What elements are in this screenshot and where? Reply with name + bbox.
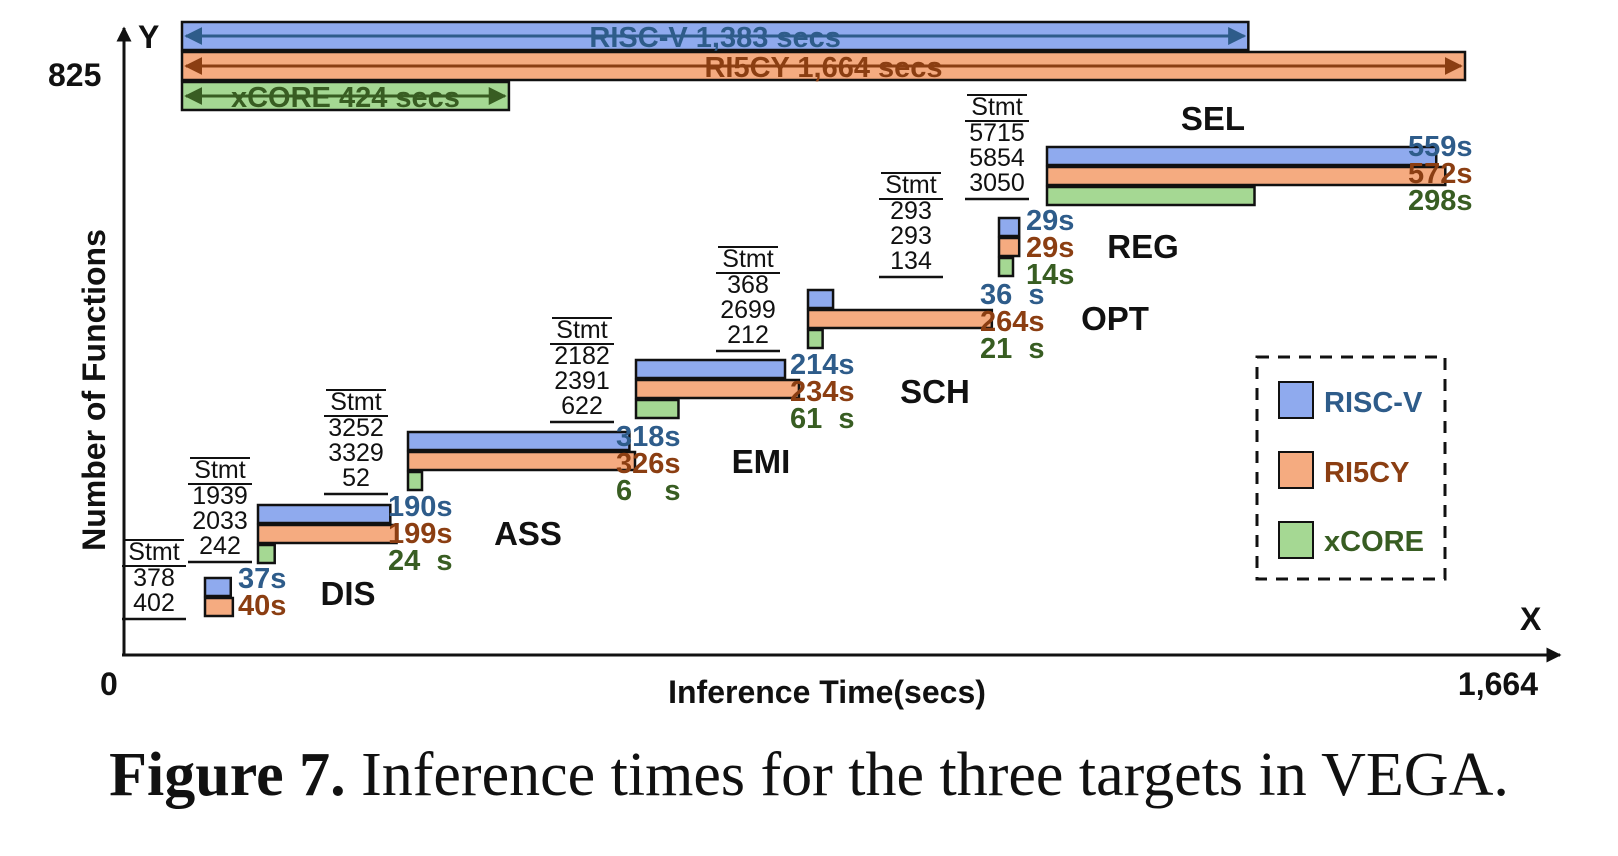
stmt-header-opt: Stmt [885, 171, 936, 199]
caption-text: Inference times for the three targets in… [345, 741, 1509, 809]
time-label-ass-xcore: 6 s [616, 475, 681, 507]
bar-emi-risc-v [634, 358, 787, 380]
stmt-count-reg-2: 3050 [969, 169, 1025, 197]
time-label-reg-risc-v: 559s [1408, 131, 1473, 163]
stmt-count-ass-0: 3252 [328, 414, 384, 442]
time-label-emi-ri5cy: 234s [790, 376, 855, 408]
bar-reg-ri5cy [1045, 165, 1447, 187]
time-label-dis-ri5cy: 199s [388, 518, 453, 550]
stmt-count-sch-2: 212 [727, 321, 769, 349]
stmt-count-ass-1: 3329 [328, 439, 384, 467]
bar-reg-xcore [1045, 185, 1256, 207]
stmt-header-module-0: Stmt [128, 538, 179, 566]
bar-module-0-ri5cy [203, 596, 235, 618]
stmt-count-opt-2: 134 [890, 247, 932, 275]
y-axis-letter: Y [138, 19, 159, 55]
y-tick-top: 825 [48, 57, 101, 93]
bar-emi-xcore [634, 398, 680, 420]
bar-opt-xcore [997, 256, 1015, 278]
stmt-count-reg-0: 5715 [969, 119, 1025, 147]
bar-opt-risc-v [997, 216, 1021, 238]
time-label-emi-xcore: 61 s [790, 403, 855, 435]
bar-reg-risc-v [1045, 145, 1438, 167]
stmt-count-emi-1: 2391 [554, 367, 610, 395]
legend-swatch-ri5cy [1278, 451, 1314, 489]
time-label-opt-risc-v: 29s [1026, 205, 1074, 237]
stmt-header-ass: Stmt [330, 388, 381, 416]
x-tick-end: 1,664 [1458, 666, 1538, 702]
caption-label: Figure 7. [109, 741, 346, 809]
module-name-ass: ASS [494, 515, 562, 552]
y-axis-label: Number of Functions [76, 229, 112, 551]
bar-sch-xcore [806, 328, 824, 350]
x-tick-start: 0 [100, 666, 118, 702]
legend-label-ri5cy: RI5CY [1324, 457, 1409, 489]
legend-label-risc-v: RISC-V [1324, 387, 1423, 419]
stmt-header-sch: Stmt [722, 245, 773, 273]
bar-sch-risc-v [806, 288, 835, 310]
module-name-dis: DIS [320, 575, 375, 612]
stmt-count-opt-0: 293 [890, 197, 932, 225]
stmt-count-dis-1: 2033 [192, 507, 248, 535]
stmt-count-opt-1: 293 [890, 222, 932, 250]
stmt-count-dis-2: 242 [199, 532, 241, 560]
module-name-emi: EMI [732, 443, 791, 480]
total-label-ri5cy: RI5CY 1,664 secs [704, 52, 942, 84]
module-name-sel: SEL [1181, 100, 1245, 137]
time-label-sch-risc-v: 36 s [980, 279, 1045, 311]
stmt-count-emi-2: 622 [561, 392, 603, 420]
stmt-count-sch-0: 368 [727, 271, 769, 299]
bar-dis-risc-v [256, 503, 392, 525]
stmt-count-dis-0: 1939 [192, 482, 248, 510]
x-axis-label: Inference Time(secs) [668, 674, 986, 710]
stmt-count-reg-1: 5854 [969, 144, 1025, 172]
stmt-count-emi-0: 2182 [554, 342, 610, 370]
time-label-reg-ri5cy: 572s [1408, 158, 1473, 190]
legend: RISC-V RI5CY xCORE [1255, 355, 1447, 581]
time-label-opt-ri5cy: 29s [1026, 232, 1074, 264]
bar-ass-ri5cy [406, 450, 637, 472]
bar-emi-ri5cy [634, 378, 801, 400]
stmt-header-dis: Stmt [194, 456, 245, 484]
figure-caption: Figure 7. Inference times for the three … [0, 740, 1618, 811]
module-name-opt: OPT [1081, 300, 1149, 337]
time-label-emi-risc-v: 214s [790, 349, 855, 381]
time-label-module-0-risc-v: 37s [238, 563, 286, 595]
bar-dis-ri5cy [256, 523, 398, 545]
bar-dis-xcore [256, 543, 276, 565]
module-name-reg: REG [1107, 228, 1179, 265]
total-label-risc-v: RISC-V 1,383 secs [589, 22, 840, 54]
inference-time-chart: Y X 825 0 1,664 Inference Time(secs) Num… [48, 19, 1562, 710]
bar-opt-ri5cy [997, 236, 1021, 258]
time-label-dis-xcore: 24 s [388, 545, 453, 577]
x-axis-letter: X [1520, 601, 1542, 637]
legend-swatch-xcore [1278, 521, 1314, 559]
legend-box [1255, 355, 1447, 581]
bar-module-0-risc-v [203, 576, 233, 598]
stmt-header-reg: Stmt [971, 93, 1022, 121]
stmt-count-module-0-0: 378 [133, 564, 175, 592]
time-label-ass-ri5cy: 326s [616, 448, 681, 480]
legend-label-xcore: xCORE [1324, 526, 1424, 558]
stmt-count-ass-2: 52 [342, 464, 370, 492]
time-label-reg-xcore: 298s [1408, 185, 1473, 217]
time-label-dis-risc-v: 190s [388, 491, 453, 523]
legend-swatch-risc-v [1278, 381, 1314, 419]
stmt-count-sch-1: 2699 [720, 296, 776, 324]
stmt-header-emi: Stmt [556, 316, 607, 344]
bar-ass-risc-v [406, 430, 631, 452]
module-name-sch: SCH [900, 373, 970, 410]
time-label-opt-xcore: 14s [1026, 259, 1074, 291]
time-label-sch-ri5cy: 264s [980, 306, 1045, 338]
bar-ass-xcore [406, 470, 424, 492]
total-label-xcore: xCORE 424 secs [231, 82, 460, 114]
time-label-sch-xcore: 21 s [980, 333, 1045, 365]
time-label-ass-risc-v: 318s [616, 421, 681, 453]
bar-sch-ri5cy [806, 308, 994, 330]
stmt-count-module-0-1: 402 [133, 589, 175, 617]
time-label-module-0-ri5cy: 40s [238, 590, 286, 622]
